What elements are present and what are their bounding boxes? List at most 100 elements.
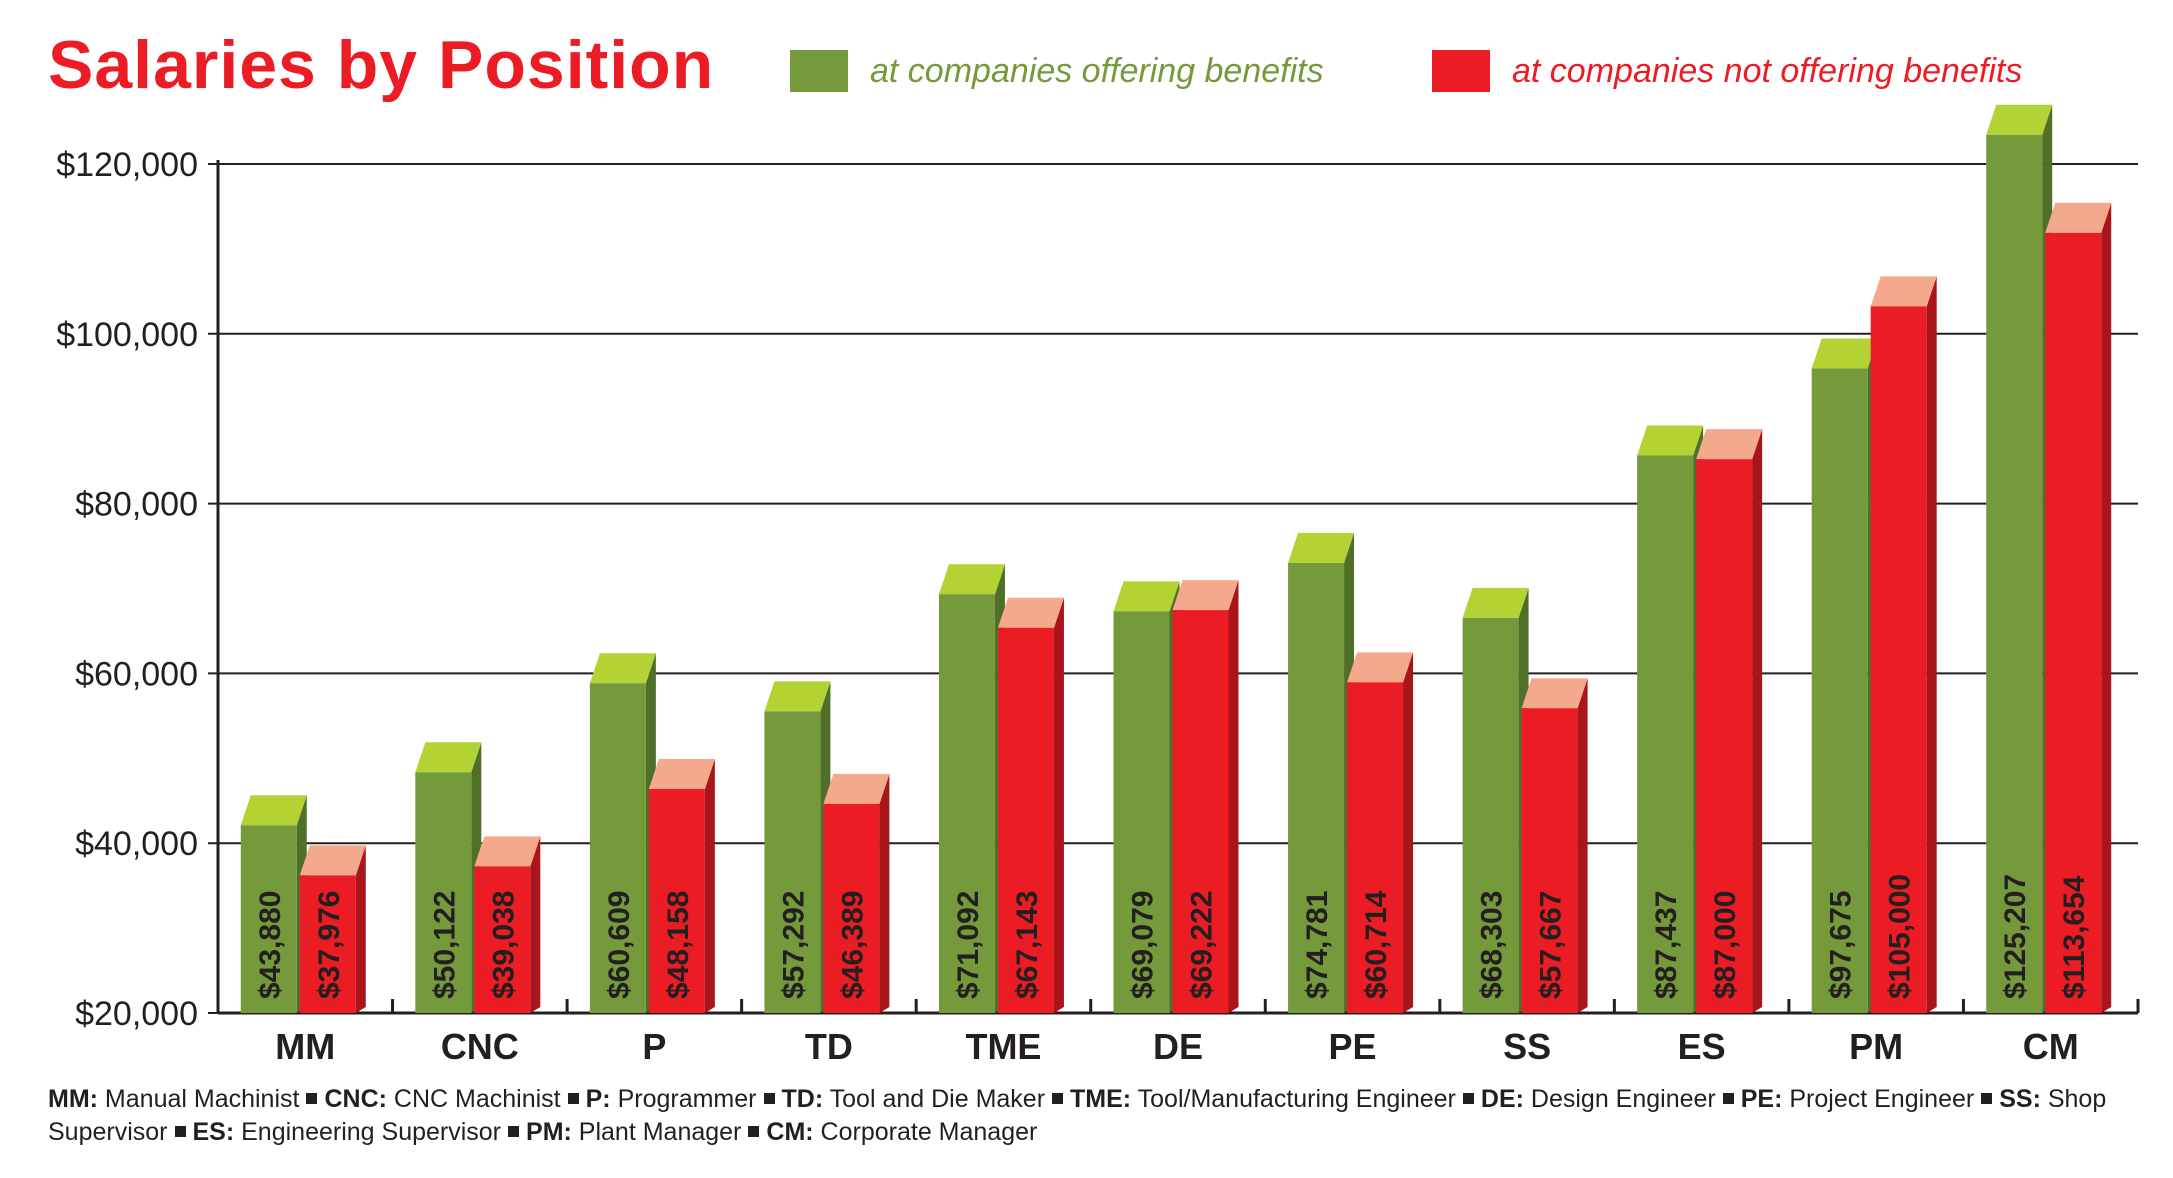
bar-top-no-benefits-de [1172,580,1239,611]
x-tick-label-cnc: CNC [441,1026,519,1067]
footnote-separator [763,1093,775,1105]
bar-side-no-benefits-pm [1926,276,1937,1014]
bar-top-benefits-pe [1288,532,1355,563]
bar-top-no-benefits-cnc [474,836,541,867]
x-tick-label-pe: PE [1329,1026,1377,1067]
bar-top-no-benefits-pe [1347,652,1414,683]
bar-no-benefits-mm [299,875,356,1013]
footnote-abbr: MM: [48,1085,98,1113]
legend-label-no-benefits: at companies not offering benefits [1512,51,2023,90]
footnote-separator [306,1093,318,1105]
footnote-text: Shop Supervisor [48,1085,2107,1146]
footnote-abbr: CM: [766,1118,814,1146]
footnote-abbr: SS: [1999,1085,2041,1113]
y-tick-label: $100,000 [56,316,198,354]
footnote-abbr: P: [585,1085,611,1113]
data-label-no-benefits-pm: $105,000 [1884,874,1917,999]
footnote-item: MM: Manual Machinist [48,1085,299,1113]
bar-top-benefits-td [764,681,831,712]
data-label-benefits-pm: $97,675 [1825,891,1858,999]
bar-benefits-de [1113,611,1170,1013]
footnote-text: Project Engineer [1782,1085,1975,1113]
x-tick-label-es: ES [1678,1026,1726,1067]
footnote-item: SS: Shop Supervisor [48,1085,2106,1146]
footnote-item: PM: Plant Manager [526,1118,741,1146]
bar-top-no-benefits-tme [997,597,1064,628]
footnote-abbr: TD: [781,1085,824,1113]
x-tick-label-p: P [642,1026,666,1067]
y-tick-label: $120,000 [56,146,198,184]
footnote-abbr: CNC: [324,1085,387,1113]
footnote-abbr: PE: [1740,1085,1783,1113]
footnote-text: CNC Machinist [386,1085,561,1113]
footnote-item: TME: Tool/Manufacturing Engineer [1070,1085,1456,1113]
data-label-no-benefits-cnc: $39,038 [487,891,520,999]
bar-top-benefits-cm [1986,104,2053,135]
bar-side-no-benefits-td [879,773,890,1013]
footnote-text: Design Engineer [1523,1085,1716,1113]
data-label-no-benefits-de: $69,222 [1186,891,1219,999]
bar-side-no-benefits-tme [1053,597,1064,1013]
x-tick-label-td: TD [805,1026,853,1067]
bar-benefits-mm [240,825,297,1013]
footnote-separator [748,1126,760,1138]
bar-no-benefits-pe [1347,682,1404,1013]
data-label-benefits-cnc: $50,122 [428,891,461,999]
data-label-benefits-tme: $71,092 [952,891,985,999]
bar-side-no-benefits-ss [1577,678,1588,1013]
footnote-text: Plant Manager [571,1118,742,1146]
bar-top-benefits-p [589,653,656,684]
data-label-no-benefits-pe: $60,714 [1360,890,1393,999]
bar-no-benefits-cm [2045,232,2102,1013]
y-tick-label: $20,000 [75,995,198,1033]
bar-benefits-td [764,711,821,1013]
data-label-benefits-mm: $43,880 [254,891,287,999]
bar-top-benefits-de [1113,581,1180,612]
footnote-item: DE: Design Engineer [1481,1085,1716,1113]
footnote-text: Corporate Manager [813,1118,1038,1146]
bar-side-no-benefits-cm [2101,202,2112,1013]
y-tick-label: $40,000 [75,825,198,863]
bar-no-benefits-pm [1870,306,1927,1014]
footnote-separator [1981,1093,1993,1105]
data-label-benefits-td: $57,292 [777,891,810,999]
x-tick-label-ss: SS [1503,1026,1551,1067]
footnote-item: ES: Engineering Supervisor [193,1118,502,1146]
footnote-separator [1462,1093,1474,1105]
x-tick-label-tme: TME [965,1026,1041,1067]
bar-top-no-benefits-pm [1870,276,1937,307]
footnote-text: Programmer [610,1085,757,1113]
bar-benefits-ss [1462,617,1519,1013]
bar-top-benefits-es [1637,425,1704,456]
bar-no-benefits-tme [997,627,1054,1013]
data-label-no-benefits-ss: $57,667 [1535,891,1568,999]
footnote-text: Tool/Manufacturing Engineer [1131,1085,1456,1113]
footnote-separator [1052,1093,1064,1105]
bar-chart: $20,000 $40,000 $60,000 $80,000 $100,000 $120… [56,104,2140,1067]
bar-top-benefits-cnc [415,742,482,773]
bar-top-benefits-tme [938,564,1005,595]
bar-no-benefits-p [648,788,705,1013]
data-label-benefits-de: $69,079 [1127,891,1160,999]
bar-top-no-benefits-ss [1521,678,1588,709]
bar-benefits-p [589,683,646,1013]
footnote-abbr: TME: [1070,1085,1132,1113]
data-label-benefits-pe: $74,781 [1301,891,1334,999]
bar-top-benefits-mm [240,795,307,826]
footnote-abbr: ES: [192,1118,235,1146]
footnote-text: Engineering Supervisor [234,1118,502,1146]
data-label-no-benefits-td: $46,389 [836,891,869,999]
bar-top-no-benefits-cm [2045,202,2112,233]
data-label-no-benefits-p: $48,158 [662,891,695,999]
footnote-separator [567,1093,579,1105]
bar-side-no-benefits-cnc [530,836,541,1013]
bar-no-benefits-es [1696,459,1753,1013]
legend-swatch-no-benefits [1432,50,1490,92]
bar-top-no-benefits-td [823,773,890,804]
legend-swatch-benefits [790,50,848,92]
footnote-item: CM: Corporate Manager [766,1118,1037,1146]
footnote-text: Manual Machinist [97,1085,300,1113]
bar-benefits-pe [1288,562,1345,1013]
bar-no-benefits-ss [1521,708,1578,1013]
footnote-separator [174,1126,186,1138]
